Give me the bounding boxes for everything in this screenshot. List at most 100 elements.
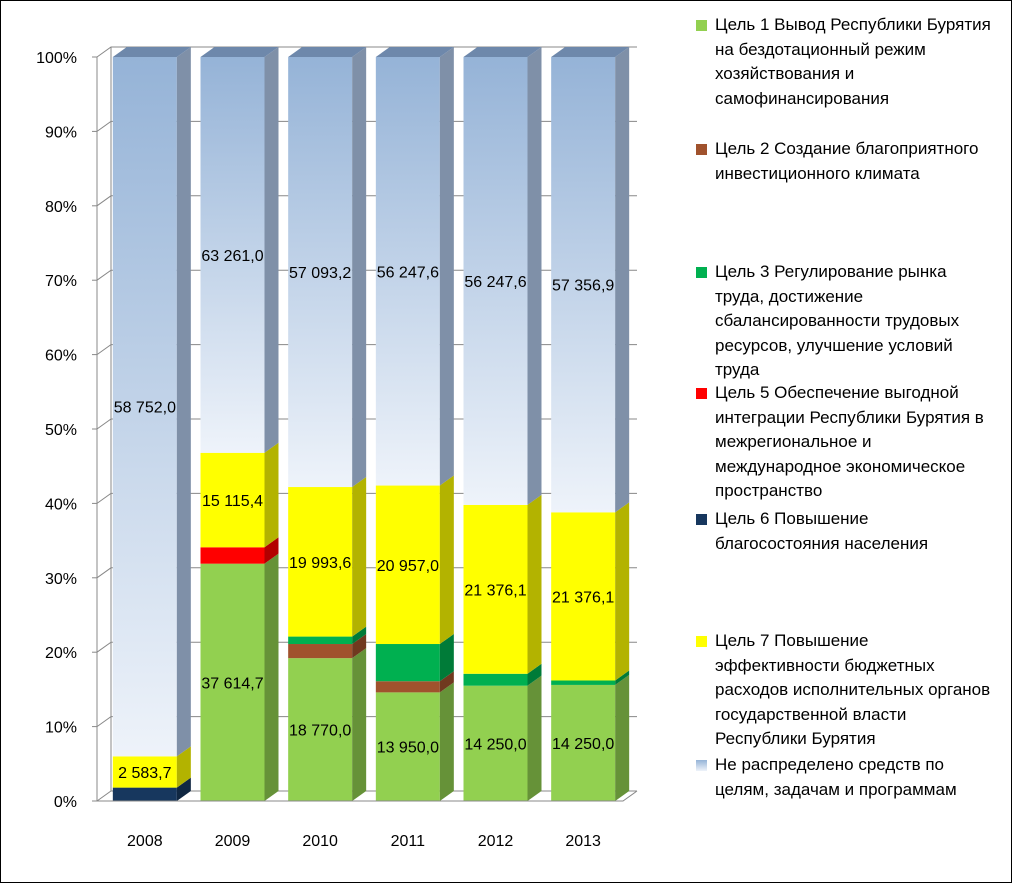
bar-segment: [288, 644, 353, 659]
x-tick-label: 2008: [127, 833, 163, 850]
legend-label: Цель 6 Повышение благосостояния населени…: [715, 509, 929, 553]
bar-segment: [463, 57, 528, 505]
bar-segment: [463, 673, 528, 686]
legend-label: Цель 1 Вывод Республики Бурятия на бездо…: [715, 15, 991, 108]
bar-segment: [200, 563, 265, 801]
bar-segment-side: [176, 777, 191, 801]
bar-segment-side: [615, 670, 630, 685]
x-tick-label: 2012: [478, 833, 514, 850]
bar-top: [112, 47, 191, 57]
data-label: 14 250,0: [552, 736, 614, 753]
bar-segment-side: [264, 553, 279, 801]
bar-segment: [375, 681, 440, 693]
data-label: 58 752,0: [114, 400, 176, 417]
data-label: 56 247,6: [377, 264, 439, 281]
bar-segment: [200, 547, 265, 564]
bar-segment-side: [439, 634, 454, 682]
data-label: 15 115,4: [202, 493, 263, 510]
x-tick-label: 2013: [565, 833, 601, 850]
legend-label: Цель 7 Повышение эффективности бюджетных…: [715, 631, 991, 748]
data-label: 37 614,7: [201, 675, 263, 692]
y-tick-label: 80%: [45, 199, 77, 216]
bar-segment-side: [264, 442, 279, 548]
bar-segment-side: [264, 47, 279, 453]
bar-segment: [463, 504, 528, 674]
bar-segment-side: [527, 663, 542, 686]
y-tick-label: 50%: [45, 422, 77, 439]
bar-segment: [200, 452, 265, 548]
legend-swatch: [696, 388, 707, 399]
data-label: 18 770,0: [289, 723, 351, 740]
bar-segment: [112, 787, 177, 801]
legend-swatch: [696, 20, 707, 31]
data-label: 2 583,7: [118, 765, 171, 782]
data-label: 21 376,1: [552, 589, 614, 606]
legend-label: Цель 3 Регулирование рынка труда, достиж…: [715, 262, 960, 379]
bar-segment: [551, 680, 616, 685]
bar-segment-side: [439, 682, 454, 801]
legend-label: Не распределено средств по целям, задача…: [715, 755, 957, 799]
x-tick-label: 2009: [215, 833, 251, 850]
bar-segment-side: [439, 47, 454, 486]
y-tick-label: 90%: [45, 124, 77, 141]
y-tick-label: 20%: [45, 645, 77, 662]
y-tick-label: 10%: [45, 720, 77, 737]
bar-segment-side: [176, 47, 191, 757]
legend-swatch: [696, 267, 707, 278]
bar-segment: [375, 692, 440, 801]
bar-top: [375, 47, 454, 57]
bar-segment-side: [615, 674, 630, 801]
legend-swatch: [696, 514, 707, 525]
data-label: 57 356,9: [552, 278, 614, 295]
data-label: 63 261,0: [201, 248, 263, 265]
y-tick-label: 40%: [45, 496, 77, 513]
legend-label: Цель 5 Обеспечение выгодной интеграции Р…: [715, 383, 984, 500]
bar-segment-side: [352, 477, 367, 637]
y-tick-label: 0%: [54, 794, 77, 811]
data-label: 19 993,6: [289, 555, 351, 572]
data-label: 56 247,6: [464, 274, 526, 291]
bar-segment-side: [527, 47, 542, 505]
x-tick-label: 2011: [391, 833, 426, 850]
data-label: 57 093,2: [289, 265, 351, 282]
data-label: 13 950,0: [377, 740, 439, 757]
bar-segment: [112, 57, 177, 757]
x-tick-label: 2010: [302, 833, 338, 850]
bar-segment: [375, 57, 440, 486]
bar-segment-side: [527, 675, 542, 801]
bar-segment-side: [352, 626, 367, 645]
legend-swatch: [696, 144, 707, 155]
bar-segment: [288, 658, 353, 801]
bar-segment: [551, 684, 616, 801]
bar-segment-side: [352, 47, 367, 488]
bar-segment: [551, 512, 616, 681]
bar-segment: [463, 685, 528, 801]
bar-segment: [288, 487, 353, 637]
bar-top: [200, 47, 279, 57]
bar-top: [288, 47, 367, 57]
bar-top: [551, 47, 630, 57]
legend-label: Цель 2 Создание благоприятного инвестици…: [715, 139, 979, 183]
bar-segment: [200, 57, 265, 453]
bar-segment-side: [352, 648, 367, 801]
legend-swatch: [696, 636, 707, 647]
data-label: 21 376,1: [464, 582, 526, 599]
y-tick-label: 60%: [45, 348, 77, 365]
bar-segment-side: [264, 537, 279, 564]
bar-segment-side: [439, 671, 454, 693]
x-axis-line: [97, 790, 638, 802]
bar-segment: [288, 636, 353, 645]
bar-segment: [375, 485, 440, 645]
bar-segment-side: [439, 475, 454, 645]
bar-segment-side: [352, 634, 367, 659]
legend-swatch: [696, 760, 707, 771]
y-tick-label: 100%: [36, 50, 77, 67]
bar-segment-side: [527, 494, 542, 674]
bar-segment: [112, 756, 177, 788]
bar-segment-side: [615, 502, 630, 681]
bar-segment-side: [176, 746, 191, 788]
bar-segment: [551, 57, 616, 513]
bar-segment-side: [615, 47, 630, 513]
